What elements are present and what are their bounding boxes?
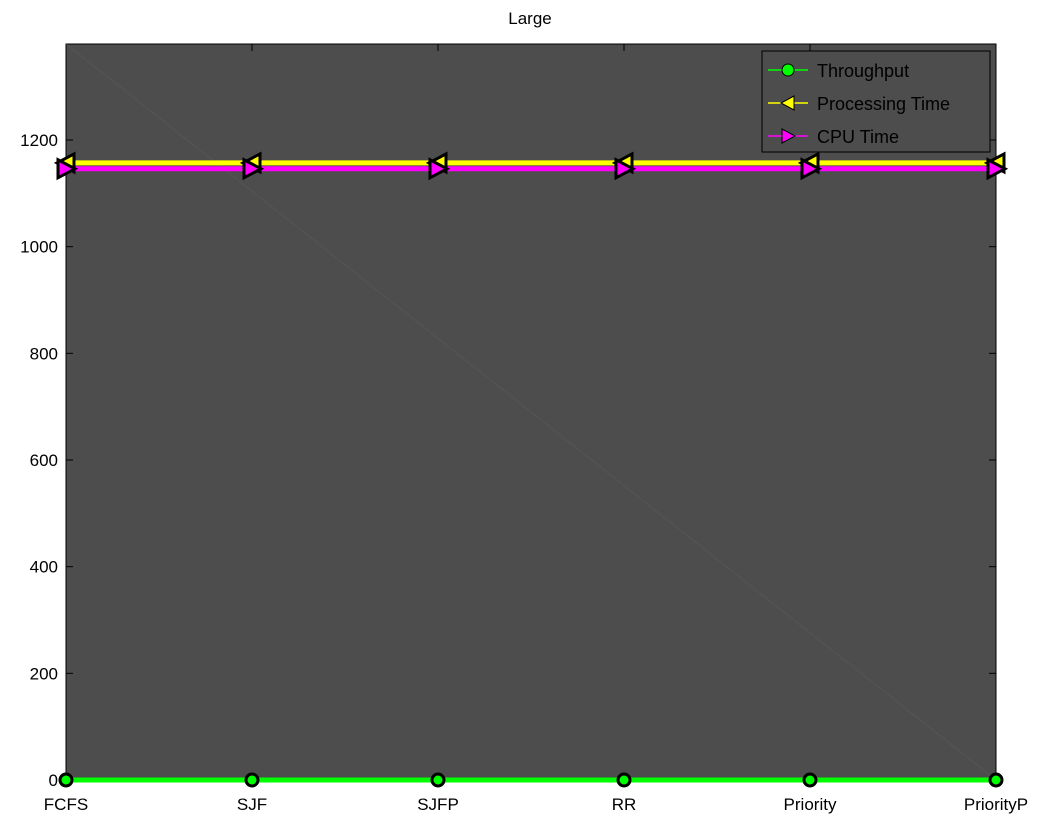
cpu-time-point bbox=[428, 157, 451, 181]
cpu-time-point bbox=[614, 157, 637, 181]
legend-marker bbox=[781, 63, 795, 77]
y-tick-label: 200 bbox=[30, 664, 58, 683]
legend-item-cpu-time: CPU Time bbox=[768, 127, 899, 147]
cpu-time-point bbox=[800, 157, 823, 181]
throughput-point bbox=[244, 772, 260, 788]
y-tick-label: 800 bbox=[30, 344, 58, 363]
x-tick-label: SJF bbox=[237, 795, 267, 814]
throughput-point bbox=[430, 772, 446, 788]
y-axis: 0 200 400 600 800 1000 1200 bbox=[20, 131, 996, 790]
x-tick-label: PriorityP bbox=[964, 795, 1028, 814]
chart-title: Large bbox=[508, 9, 551, 28]
x-tick-label: FCFS bbox=[44, 795, 88, 814]
legend-label: Throughput bbox=[817, 61, 909, 81]
cpu-time-point bbox=[242, 157, 265, 181]
legend-label: Processing Time bbox=[817, 94, 950, 114]
cpu-time-point bbox=[56, 157, 79, 181]
y-tick-label: 600 bbox=[30, 451, 58, 470]
y-tick-label: 400 bbox=[30, 558, 58, 577]
x-tick-label: Priority bbox=[784, 795, 837, 814]
throughput-point bbox=[616, 772, 632, 788]
cpu-time-point bbox=[986, 157, 1009, 181]
y-tick-label: 1200 bbox=[20, 131, 58, 150]
x-axis: FCFS SJF SJFP RR Priority PriorityP bbox=[44, 44, 1028, 814]
x-tick-label: SJFP bbox=[417, 795, 459, 814]
legend: Throughput Processing Time CPU Time bbox=[761, 50, 991, 153]
series-layer bbox=[53, 151, 1009, 788]
legend-item-throughput: Throughput bbox=[768, 61, 909, 81]
y-tick-label: 1000 bbox=[20, 238, 58, 257]
y-tick-label: 0 bbox=[49, 771, 58, 790]
legend-label: CPU Time bbox=[817, 127, 899, 147]
throughput-point bbox=[58, 772, 74, 788]
throughput-point bbox=[802, 772, 818, 788]
x-tick-label: RR bbox=[612, 795, 637, 814]
legend-item-processing-time: Processing Time bbox=[768, 94, 950, 114]
legend-box bbox=[761, 50, 991, 153]
legend-marker bbox=[779, 95, 795, 111]
throughput-point bbox=[988, 772, 1004, 788]
legend-marker bbox=[781, 128, 797, 144]
